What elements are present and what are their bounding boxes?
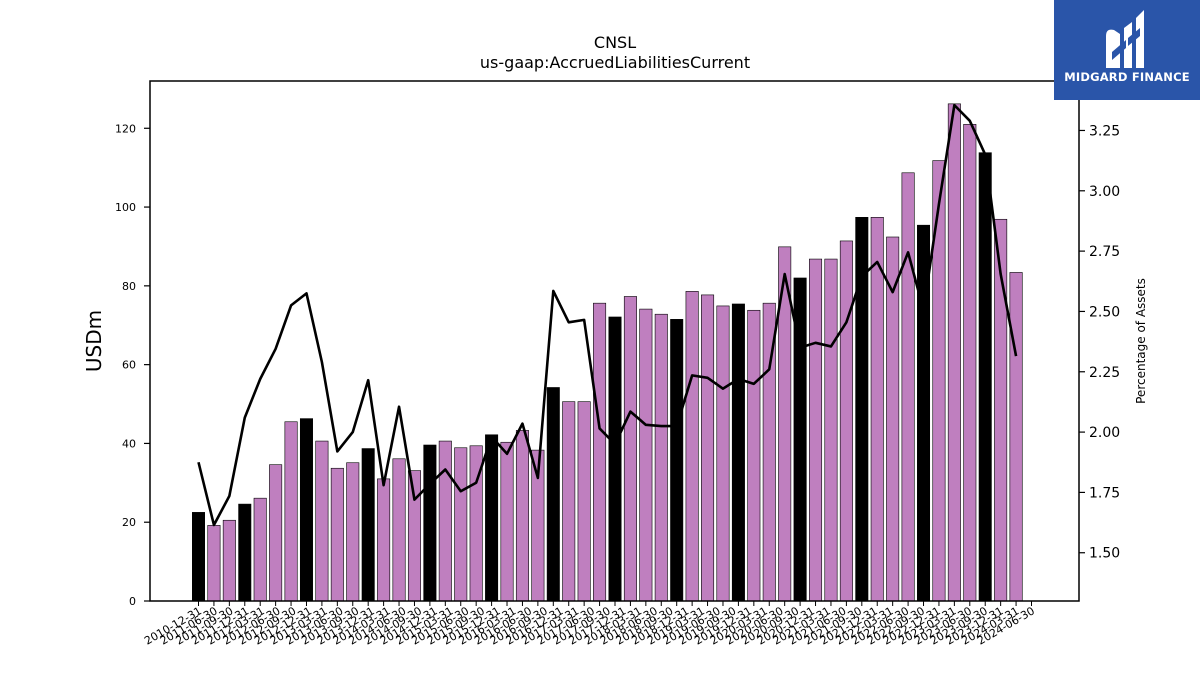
bar-2011-09-30 xyxy=(238,503,252,602)
y-tick-label-left: 120 xyxy=(115,122,136,135)
chart-title: CNSL xyxy=(594,33,636,52)
y-tick-label-left: 100 xyxy=(115,201,136,214)
bar-2023-09-30 xyxy=(978,152,992,602)
bar-2013-03-31 xyxy=(330,467,344,602)
brand-logo: MIDGARD FINANCE xyxy=(1054,0,1200,100)
bar-2016-09-30 xyxy=(546,387,560,602)
bar-2021-03-31 xyxy=(824,258,838,602)
bar-2013-09-30 xyxy=(361,448,375,602)
bar-2018-03-31 xyxy=(639,308,653,602)
bar-2014-03-31 xyxy=(392,458,406,602)
percentage-line xyxy=(197,103,1018,527)
bar-2018-09-30 xyxy=(670,319,684,602)
bar-2015-09-30 xyxy=(485,434,499,602)
y-tick-label-right: 2.25 xyxy=(1089,365,1120,381)
bar-2015-03-31 xyxy=(454,447,468,602)
midgard-logo-icon xyxy=(1106,10,1144,69)
bar-series xyxy=(192,103,1023,602)
bar-2010-12-31 xyxy=(192,512,206,602)
bar-2011-12-31 xyxy=(253,497,267,602)
y-tick-label-right: 2.50 xyxy=(1089,304,1120,320)
bar-2021-06-30 xyxy=(839,240,853,602)
y-tick-label-right: 3.00 xyxy=(1089,184,1120,200)
line-series xyxy=(197,103,1018,527)
x-axis: 2010-12-312011-06-302011-09-302011-12-31… xyxy=(142,601,1037,648)
bar-2017-03-31 xyxy=(577,401,591,602)
y-tick-label-right: 2.00 xyxy=(1089,425,1120,441)
bar-2014-06-30 xyxy=(407,470,421,602)
y-tick-label-left: 0 xyxy=(129,595,136,608)
bar-2013-12-31 xyxy=(377,478,391,602)
y-axis-left: 0 20 40 60 80 100 120 xyxy=(115,122,150,608)
chart-subtitle: us-gaap:AccruedLiabilitiesCurrent xyxy=(480,53,750,72)
bar-2017-06-30 xyxy=(593,302,607,602)
bar-2012-09-30 xyxy=(299,418,313,602)
bar-2014-12-31 xyxy=(438,440,452,602)
bar-2019-12-31 xyxy=(747,309,761,602)
bar-2017-12-31 xyxy=(623,296,637,602)
bar-2018-06-30 xyxy=(654,313,668,602)
bar-2022-06-30 xyxy=(901,172,915,602)
bar-2019-06-30 xyxy=(716,305,730,602)
y-axis-label-right: Percentage of Assets xyxy=(1134,278,1148,404)
bar-2011-06-30 xyxy=(222,519,236,602)
bar-2013-06-30 xyxy=(346,462,360,602)
y-tick-label-right: 3.25 xyxy=(1089,123,1120,139)
y-tick-label-left: 20 xyxy=(122,516,136,529)
y-tick-label-right: 2.75 xyxy=(1089,244,1120,260)
bar-2017-09-30 xyxy=(608,316,622,602)
brand-logo-text: MIDGARD FINANCE xyxy=(1064,70,1190,84)
y-axis-right: 1.50 1.75 2.00 2.25 2.50 2.75 3.00 3.25 xyxy=(1079,123,1120,562)
y-tick-label-left: 60 xyxy=(122,359,136,372)
bar-2023-06-30 xyxy=(963,124,977,602)
bar-2012-12-31 xyxy=(315,440,329,602)
bar-2016-12-31 xyxy=(562,401,576,602)
bar-2015-12-31 xyxy=(500,441,514,602)
bar-2012-06-30 xyxy=(284,421,298,602)
bar-2019-09-30 xyxy=(731,303,745,602)
bar-2014-09-30 xyxy=(423,444,437,602)
bar-2012-03-31 xyxy=(269,464,283,602)
bar-2024-03-31 xyxy=(1009,272,1023,602)
bar-2018-12-31 xyxy=(685,291,699,602)
bar-2011-03-31 xyxy=(207,525,221,602)
y-tick-label-right: 1.50 xyxy=(1089,546,1120,562)
bar-2020-12-31 xyxy=(809,258,823,602)
y-tick-label-left: 80 xyxy=(122,280,136,293)
bar-2019-03-31 xyxy=(701,294,715,602)
y-tick-label-left: 40 xyxy=(122,437,136,450)
bar-2016-03-31 xyxy=(515,430,529,602)
bar-2023-03-31 xyxy=(947,103,961,602)
bar-2021-12-31 xyxy=(870,217,884,602)
y-axis-label-left: USDm xyxy=(82,310,106,372)
y-tick-label-right: 1.75 xyxy=(1089,485,1120,501)
